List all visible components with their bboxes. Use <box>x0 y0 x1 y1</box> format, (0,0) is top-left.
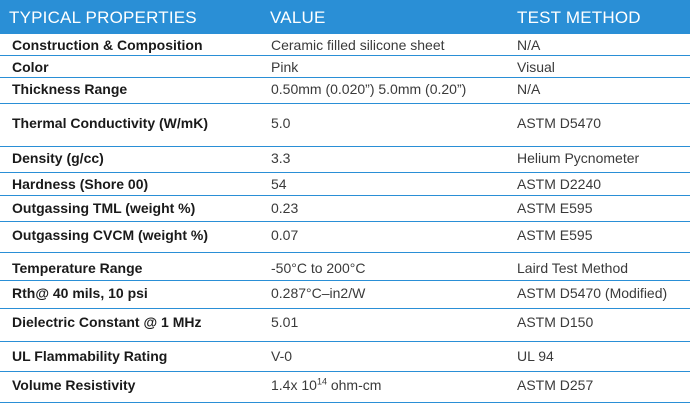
value-cell: 0.50mm (0.020”) 5.0mm (0.20”) <box>271 81 467 97</box>
table-header: TYPICAL PROPERTIES VALUE TEST METHOD <box>0 0 690 34</box>
method-cell: N/A <box>517 81 541 97</box>
header-typical-properties: TYPICAL PROPERTIES <box>9 8 197 27</box>
method-cell: ASTM E595 <box>517 227 593 243</box>
property-cell: Dielectric Constant @ 1 MHz <box>12 314 202 330</box>
value-cell: 0.07 <box>271 227 299 243</box>
value-base: 1.4x 10 <box>271 377 317 393</box>
method-cell: Visual <box>517 59 555 75</box>
value-cell: 5.0 <box>271 115 291 131</box>
property-cell: Volume Resistivity <box>12 377 136 393</box>
table-row: Construction & Composition Ceramic fille… <box>0 34 690 56</box>
table-row: Dielectric Constant @ 1 MHz 5.01 ASTM D1… <box>0 309 690 342</box>
method-cell: ASTM D2240 <box>517 176 602 192</box>
value-cell: 54 <box>271 176 287 192</box>
value-cell: -50°C to 200°C <box>271 260 366 276</box>
property-cell: Temperature Range <box>12 260 143 276</box>
method-cell: UL 94 <box>517 348 554 364</box>
value-cell: Pink <box>271 59 299 75</box>
property-cell: Outgassing CVCM (weight %) <box>12 227 208 243</box>
table-row: Temperature Range -50°C to 200°C Laird T… <box>0 253 690 281</box>
value-cell: 5.01 <box>271 314 299 330</box>
property-cell: UL Flammability Rating <box>12 348 168 364</box>
method-cell: ASTM D257 <box>517 377 594 393</box>
header-test-method: TEST METHOD <box>517 8 641 27</box>
value-cell: 0.23 <box>271 200 299 216</box>
table-row: Thermal Conductivity (W/mK) 5.0 ASTM D54… <box>0 104 690 147</box>
header-value: VALUE <box>270 8 326 27</box>
property-cell: Density (g/cc) <box>12 150 104 166</box>
value-cell: Ceramic filled silicone sheet <box>271 37 445 53</box>
table-row: Hardness (Shore 00) 54 ASTM D2240 <box>0 173 690 196</box>
property-cell: Color <box>12 59 49 75</box>
table-row: Density (g/cc) 3.3 Helium Pycnometer <box>0 147 690 173</box>
property-cell: Outgassing TML (weight %) <box>12 200 196 216</box>
method-cell: Laird Test Method <box>517 260 629 276</box>
property-cell: Thermal Conductivity (W/mK) <box>12 115 209 131</box>
table-row: Outgassing CVCM (weight %) 0.07 ASTM E59… <box>0 222 690 253</box>
table-row: Rth@ 40 mils, 10 psi 0.287°C–in2/W ASTM … <box>0 281 690 309</box>
method-cell: ASTM D150 <box>517 314 594 330</box>
method-cell: ASTM D5470 (Modified) <box>517 285 668 301</box>
property-cell: Hardness (Shore 00) <box>12 176 149 192</box>
value-cell: 0.287°C–in2/W <box>271 285 366 301</box>
value-unit: ohm-cm <box>326 377 382 393</box>
method-cell: Helium Pycnometer <box>517 150 640 166</box>
table-row: Thickness Range 0.50mm (0.020”) 5.0mm (0… <box>0 78 690 104</box>
property-cell: Rth@ 40 mils, 10 psi <box>12 285 148 301</box>
value-cell: 1.4x 1014 ohm-cm <box>271 377 381 393</box>
property-cell: Construction & Composition <box>12 37 203 53</box>
table-row: Outgassing TML (weight %) 0.23 ASTM E595 <box>0 196 690 222</box>
method-cell: ASTM D5470 <box>517 115 602 131</box>
table-row: Volume Resistivity 1.4x 1014 ohm-cm ASTM… <box>0 372 690 403</box>
table-row: UL Flammability Rating V-0 UL 94 <box>0 342 690 372</box>
method-cell: ASTM E595 <box>517 200 593 216</box>
table-row: Color Pink Visual <box>0 56 690 78</box>
value-cell: V-0 <box>271 348 293 364</box>
value-cell: 3.3 <box>271 150 291 166</box>
method-cell: N/A <box>517 37 541 53</box>
property-cell: Thickness Range <box>12 81 128 97</box>
value-exponent: 14 <box>316 376 327 387</box>
